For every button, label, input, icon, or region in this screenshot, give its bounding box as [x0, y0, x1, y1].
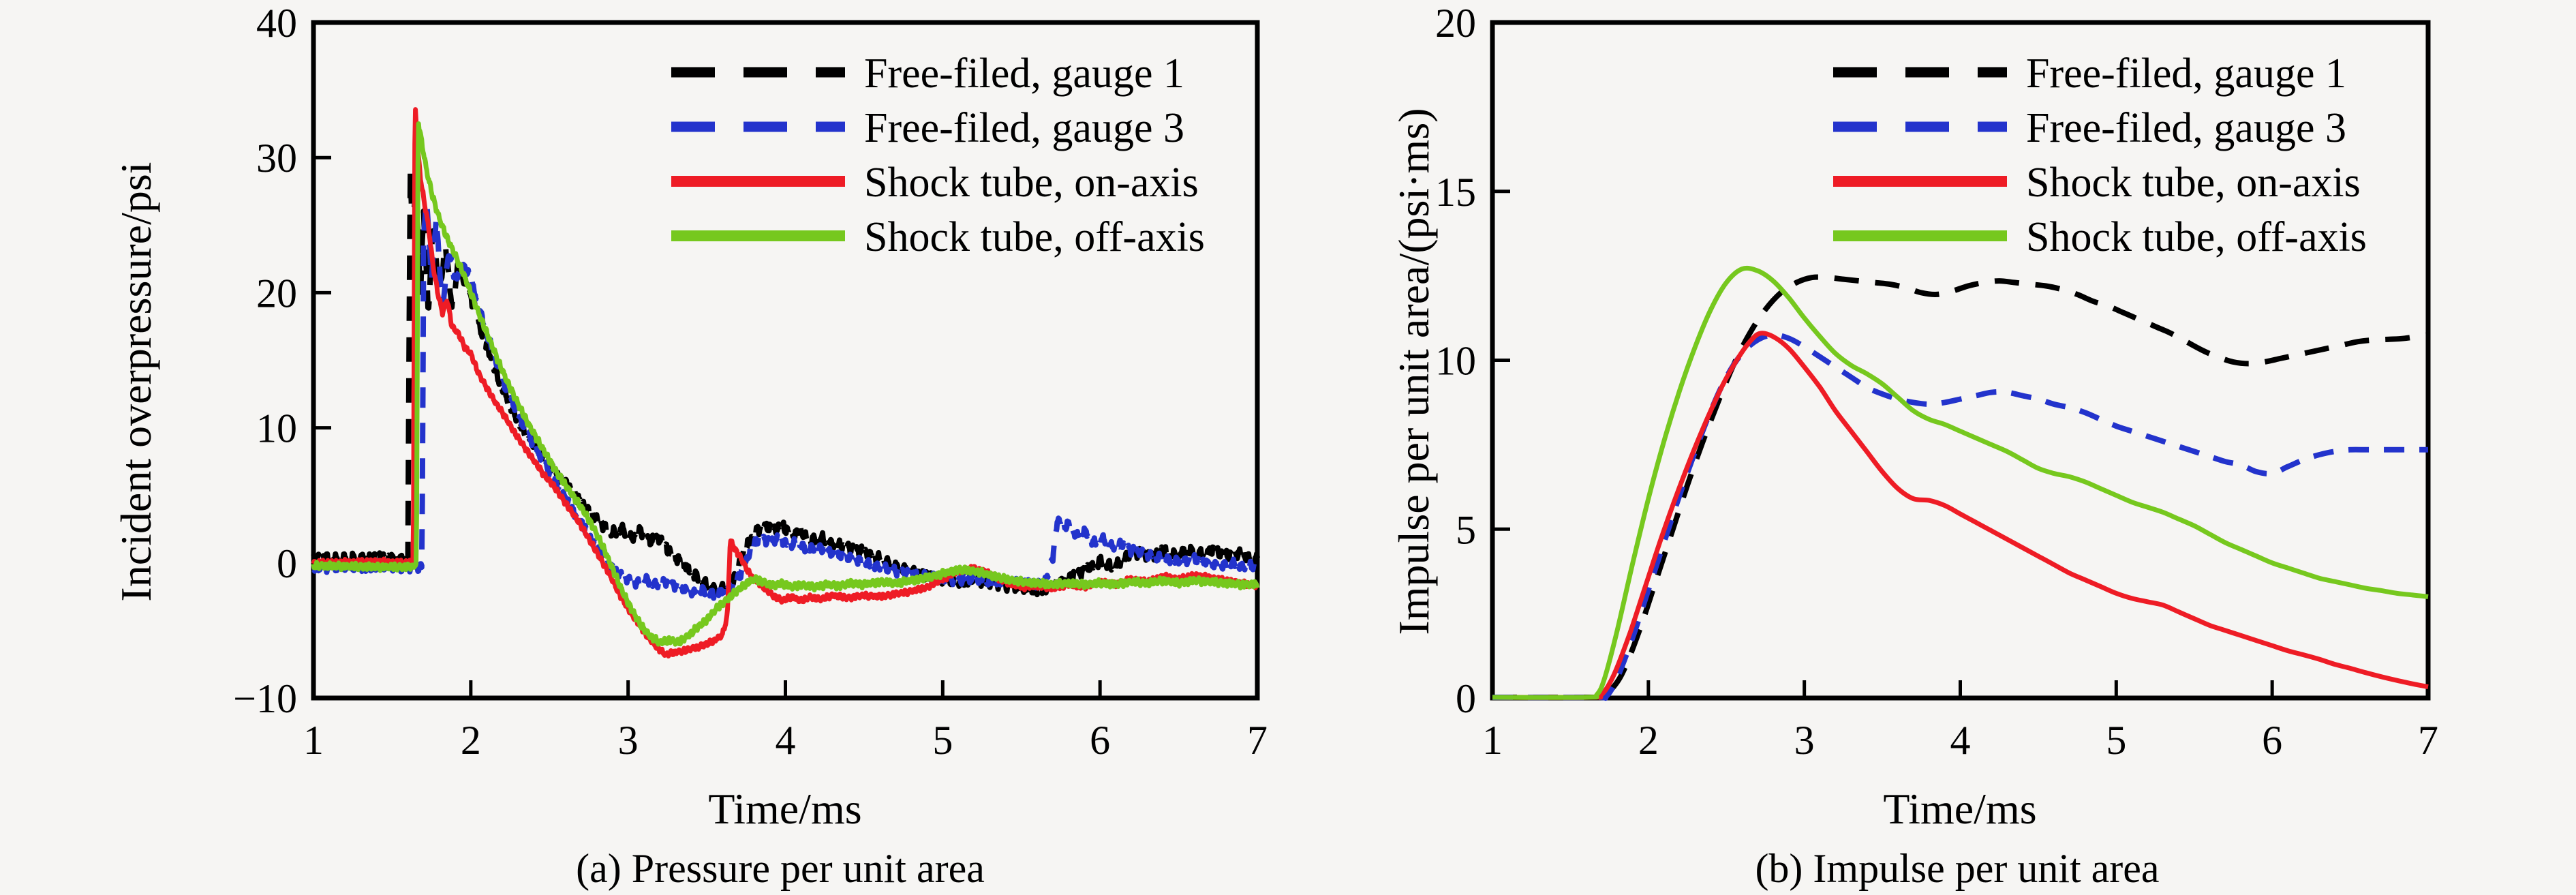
y-tick-label: −10: [233, 676, 297, 721]
series-path-3: [1492, 331, 2429, 700]
series-path-4: [311, 121, 1260, 647]
x-tick-label: 6: [2262, 718, 2282, 763]
series-path-2: [311, 199, 1260, 601]
legend-label: Shock tube, off-axis: [2026, 214, 2367, 260]
y-tick-label: 10: [256, 406, 297, 451]
x-tick-label: 3: [618, 718, 639, 763]
x-tick-label: 7: [2418, 718, 2438, 763]
chart-b-caption: (b) Impulse per unit area: [1755, 846, 2160, 891]
chart-b-xlabel: Time/ms: [1883, 785, 2037, 833]
legend-label: Shock tube, on-axis: [2026, 160, 2361, 206]
legend-label: Shock tube, on-axis: [864, 160, 1199, 206]
chart-a-caption: (a) Pressure per unit area: [576, 846, 985, 891]
x-tick-label: 3: [1794, 718, 1815, 763]
legend-label: Free-filed, gauge 3: [2026, 105, 2346, 151]
legend-label: Shock tube, off-axis: [864, 214, 1205, 260]
x-tick-label: 7: [1247, 718, 1268, 763]
legend-label: Free-filed, gauge 3: [864, 105, 1184, 151]
y-tick-label: 20: [256, 271, 297, 316]
chart-a-ylabel: Incident overpressure/psi: [112, 162, 160, 602]
x-tick-label: 1: [1482, 718, 1503, 763]
x-tick-label: 2: [461, 718, 481, 763]
x-tick-label: 6: [1090, 718, 1110, 763]
x-tick-label: 4: [1950, 718, 1971, 763]
y-tick-label: 15: [1435, 170, 1476, 215]
y-tick-label: 20: [1435, 1, 1476, 46]
x-tick-label: 4: [776, 718, 796, 763]
y-tick-label: 30: [256, 136, 297, 181]
x-tick-label: 5: [2106, 718, 2126, 763]
y-tick-label: 0: [1456, 676, 1476, 721]
series-path-1: [1492, 274, 2429, 701]
x-tick-label: 1: [303, 718, 324, 763]
y-tick-label: 0: [277, 541, 297, 586]
y-tick-label: 10: [1435, 339, 1476, 384]
chart-b-canvas: 1 2 3 4 5 6 7 20 15 10 5 0 Free-filed, gauge 1 Free-f…: [1435, 1, 2438, 763]
chart-b-ylabel: Impulse per unit area/(psi·ms): [1390, 108, 1438, 635]
y-tick-label: 5: [1456, 507, 1476, 552]
legend-label: Free-filed, gauge 1: [2026, 50, 2346, 97]
series-path-4: [1492, 265, 2429, 700]
legend-label: Free-filed, gauge 1: [864, 50, 1184, 97]
chart-a-canvas: 1 2 3 4 5 6 7 40 30 20 10 0 −10 Free-filed, gauge 1 Fr…: [233, 1, 1268, 763]
x-tick-label: 2: [1638, 718, 1659, 763]
x-tick-label: 5: [932, 718, 953, 763]
chart-a-xlabel: Time/ms: [708, 785, 862, 833]
y-tick-label: 40: [256, 1, 297, 46]
